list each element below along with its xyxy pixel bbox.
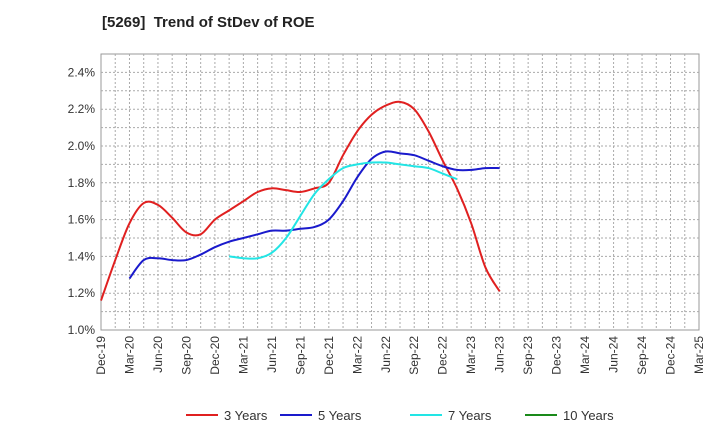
x-tick-label: Sep-22	[407, 336, 421, 375]
x-tick-label: Mar-20	[122, 336, 136, 374]
x-tick-label: Jun-22	[379, 336, 393, 373]
legend-label-3-years: 3 Years	[224, 408, 268, 423]
x-tick-label: Mar-23	[464, 336, 478, 374]
y-tick-label: 1.4%	[68, 249, 96, 263]
x-tick-label: Dec-24	[664, 336, 678, 375]
x-tick-label: Mar-24	[578, 336, 592, 374]
x-tick-label: Dec-19	[94, 336, 108, 375]
x-tick-label: Jun-20	[151, 336, 165, 373]
legend-layer: 3 Years 5 Years 7 Years 10 Years	[186, 408, 614, 423]
grid-layer	[100, 53, 700, 331]
y-tick-label: 1.6%	[68, 213, 96, 227]
axis-layer: 1.0% 1.2% 1.4% 1.6% 1.8% 2.0% 2.2% 2.4% Dec-19 Ma…	[68, 65, 706, 374]
chart-title: [5269] Trend of StDev of ROE	[102, 14, 315, 31]
x-tick-label: Dec-23	[550, 336, 564, 375]
x-tick-label: Mar-25	[692, 336, 706, 374]
legend-label-5-years: 5 Years	[318, 408, 362, 423]
legend-label-7-years: 7 Years	[448, 408, 492, 423]
y-tick-label: 1.2%	[68, 286, 96, 300]
x-tick-label: Dec-20	[208, 336, 222, 375]
x-tick-label: Dec-21	[322, 336, 336, 375]
x-tick-label: Jun-24	[607, 336, 621, 373]
y-tick-label: 2.2%	[68, 102, 96, 116]
x-tick-label: Jun-21	[265, 336, 279, 373]
y-tick-label: 1.0%	[68, 323, 96, 337]
x-tick-label: Sep-23	[521, 336, 535, 375]
legend-label-10-years: 10 Years	[563, 408, 614, 423]
y-tick-label: 1.8%	[68, 176, 96, 190]
series-line-3-years	[100, 100, 501, 301]
x-tick-label: Sep-20	[179, 336, 193, 375]
series-line-7-years	[229, 161, 458, 260]
y-tick-label: 2.0%	[68, 139, 96, 153]
series-line-5-years	[128, 150, 500, 280]
y-tick-label: 2.4%	[68, 65, 96, 79]
x-tick-label: Sep-21	[293, 336, 307, 375]
x-tick-label: Jun-23	[493, 336, 507, 373]
x-tick-label: Dec-22	[436, 336, 450, 375]
x-tick-label: Mar-21	[236, 336, 250, 374]
series-layer	[100, 100, 501, 301]
x-tick-label: Mar-22	[350, 336, 364, 374]
x-tick-label: Sep-24	[635, 336, 649, 375]
